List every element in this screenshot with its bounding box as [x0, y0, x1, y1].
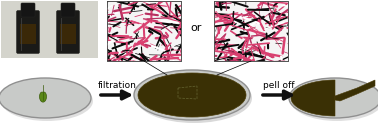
Polygon shape: [40, 92, 46, 102]
Ellipse shape: [291, 81, 378, 121]
Text: or: or: [190, 23, 202, 33]
Ellipse shape: [138, 73, 246, 117]
Ellipse shape: [289, 78, 378, 118]
FancyBboxPatch shape: [61, 3, 75, 17]
Bar: [107, 1, 181, 61]
FancyBboxPatch shape: [17, 10, 39, 54]
Bar: [107, 1, 181, 61]
Text: filtration: filtration: [98, 80, 136, 90]
Text: pell off: pell off: [263, 80, 295, 90]
Bar: [214, 1, 288, 61]
FancyBboxPatch shape: [60, 24, 76, 44]
Ellipse shape: [136, 73, 252, 123]
FancyBboxPatch shape: [21, 3, 35, 17]
Ellipse shape: [0, 78, 91, 118]
Ellipse shape: [1, 81, 93, 121]
Bar: [214, 1, 288, 61]
FancyBboxPatch shape: [1, 1, 98, 58]
Polygon shape: [291, 80, 335, 116]
FancyBboxPatch shape: [20, 24, 36, 44]
Ellipse shape: [134, 70, 250, 120]
FancyBboxPatch shape: [56, 10, 79, 54]
Polygon shape: [335, 80, 375, 101]
